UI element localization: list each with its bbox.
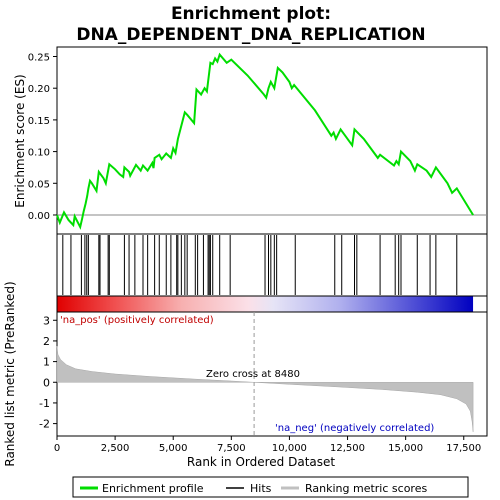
es-ytick-label: 0.15 bbox=[28, 116, 50, 127]
legend-box bbox=[72, 476, 469, 498]
metric-ylabel: Ranked list metric (PreRanked) bbox=[3, 281, 17, 466]
xtick-label: 17,500 bbox=[446, 443, 481, 454]
rank-color-bar bbox=[57, 296, 474, 312]
es-ylabel: Enrichment score (ES) bbox=[13, 74, 27, 207]
es-ytick-label: 0.20 bbox=[28, 84, 50, 95]
metric-panel-frame bbox=[56, 311, 488, 437]
metric-ytick-label: -2 bbox=[39, 418, 50, 431]
legend-ranking-metric: Ranking metric scores bbox=[305, 482, 427, 495]
x-ticks: 0 2,500 5,000 7,500 10,000 12,500 15,000 17,500 bbox=[54, 436, 481, 454]
es-panel-frame bbox=[56, 46, 488, 235]
es-ytick-label: 0.05 bbox=[28, 179, 50, 190]
xtick-label: 0 bbox=[54, 443, 60, 454]
xtick-label: 7,500 bbox=[217, 443, 246, 454]
es-ytick-label: 0.10 bbox=[28, 148, 50, 159]
xtick-label: 12,500 bbox=[330, 443, 365, 454]
metric-y-ticks: 3 2 1 0 -1 -2 bbox=[39, 314, 57, 431]
x-axis-label: Rank in Ordered Dataset bbox=[187, 455, 335, 469]
negative-label: 'na_neg' (negatively correlated) bbox=[275, 423, 434, 434]
xtick-label: 10,000 bbox=[272, 443, 307, 454]
zero-cross-label: Zero cross at 8480 bbox=[206, 369, 300, 380]
chart-title-line2: DNA_DEPENDENT_DNA_REPLICATION bbox=[76, 25, 425, 45]
metric-ytick-label: 1 bbox=[43, 356, 50, 369]
es-y-ticks: 0.00 0.05 0.10 0.15 0.20 0.25 bbox=[28, 53, 57, 222]
enrichment-profile-line bbox=[56, 52, 474, 230]
chart-title-line1: Enrichment plot: bbox=[171, 4, 331, 24]
metric-ytick-label: 0 bbox=[43, 376, 50, 389]
ranking-metric-area bbox=[56, 346, 474, 432]
metric-ytick-label: 3 bbox=[43, 314, 50, 327]
xtick-label: 5,000 bbox=[159, 443, 188, 454]
es-ytick-label: 0.00 bbox=[28, 211, 50, 222]
es-ytick-label: 0.25 bbox=[28, 53, 50, 64]
metric-ytick-label: 2 bbox=[43, 335, 50, 348]
metric-ytick-label: -1 bbox=[39, 397, 50, 410]
legend-hits: Hits bbox=[250, 482, 272, 495]
xtick-label: 2,500 bbox=[101, 443, 130, 454]
legend-enrichment-profile: Enrichment profile bbox=[102, 482, 204, 495]
xtick-label: 15,000 bbox=[388, 443, 423, 454]
positive-label: 'na_pos' (positively correlated) bbox=[60, 315, 214, 326]
hits-panel-frame bbox=[56, 233, 488, 297]
hits-marks bbox=[62, 235, 458, 295]
